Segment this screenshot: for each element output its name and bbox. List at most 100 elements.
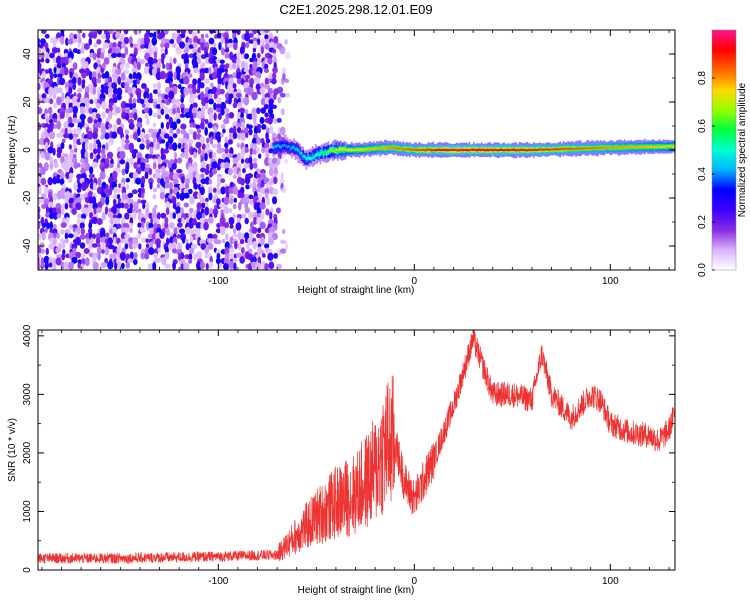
heatmap-ridge-cell [584, 147, 587, 150]
heatmap-noise-cell [88, 71, 93, 81]
heatmap-noise-cell [267, 87, 274, 96]
heatmap-noise-cell [267, 57, 273, 65]
heatmap-noise-cell [280, 248, 287, 254]
heatmap-noise-cell [196, 127, 202, 135]
heatmap-noise-cell [172, 172, 179, 181]
heatmap-noise-cell [152, 89, 159, 95]
heatmap-noise-cell [188, 73, 193, 79]
heatmap-noise-cell [220, 36, 224, 45]
heatmap-noise-cell [144, 252, 150, 260]
heatmap-noise-cell [75, 49, 82, 54]
heatmap-noise-cell [60, 222, 67, 228]
heatmap-noise-cell [199, 239, 206, 245]
heatmap-noise-cell [64, 238, 69, 244]
heatmap-noise-cell [119, 150, 126, 160]
heatmap-ridge-cell [441, 148, 444, 152]
heatmap-noise-cell [151, 233, 157, 241]
heatmap-noise-cell [140, 98, 145, 105]
heatmap-noise-cell [162, 63, 166, 69]
heatmap-noise-cell [44, 69, 49, 74]
heatmap-noise-cell [261, 123, 267, 130]
heatmap-noise-cell [224, 107, 230, 113]
heatmap-ridge-cell [498, 148, 500, 152]
heatmap-noise-cell [88, 203, 92, 211]
heatmap-noise-cell [232, 72, 238, 79]
heatmap-noise-cell [220, 47, 226, 56]
heatmap-ridge-cell [499, 148, 502, 152]
heatmap-noise-cell [191, 93, 198, 99]
heatmap-noise-cell [257, 123, 262, 129]
heatmap-noise-cell [73, 192, 77, 201]
heatmap-ridge-cell [634, 146, 637, 149]
heatmap-ridge-cell [617, 146, 620, 149]
heatmap-ridge-cell [344, 148, 347, 151]
heatmap-noise-cell [143, 91, 150, 100]
heatmap-ridge-cell [307, 156, 309, 160]
heatmap-noise-cell [107, 92, 114, 98]
heatmap-noise-cell [285, 92, 291, 98]
heatmap-noise-cell [277, 96, 282, 104]
heatmap-noise-cell [103, 42, 110, 49]
heatmap-ridge-cell [313, 155, 315, 159]
heatmap-ridge-cell [641, 146, 643, 149]
heatmap-noise-cell [176, 234, 181, 239]
heatmap-noise-cell [144, 133, 150, 140]
heatmap-noise-cell [72, 82, 77, 91]
heatmap-noise-cell [232, 42, 238, 51]
heatmap-noise-cell [77, 87, 83, 93]
heatmap-ridge-cell [595, 146, 598, 150]
heatmap-ridge-cell [368, 147, 370, 151]
heatmap-noise-cell [137, 222, 142, 228]
heatmap-noise-cell [268, 157, 273, 165]
heatmap-ridge-cell [379, 146, 381, 150]
heatmap-ridge-cell [537, 148, 540, 151]
heatmap-noise-cell [267, 107, 274, 115]
heatmap-noise-cell [89, 177, 94, 184]
heatmap-noise-cell [113, 186, 118, 194]
heatmap-noise-cell [208, 207, 214, 216]
heatmap-noise-cell [104, 247, 110, 256]
heatmap-ridge-cell [510, 148, 513, 151]
heatmap-noise-cell [48, 131, 56, 140]
heatmap-noise-cell [209, 136, 214, 145]
heatmap-noise-cell [271, 48, 277, 54]
heatmap-y-axis-label: Frequency (Hz) [7, 116, 18, 185]
heatmap-noise-cell [81, 72, 87, 79]
heatmap-noise-cell [199, 186, 205, 196]
heatmap-noise-cell [38, 212, 41, 220]
heatmap-noise-cell [249, 33, 254, 39]
heatmap-noise-cell [140, 199, 147, 204]
heatmap-ridge-cell [664, 145, 667, 148]
heatmap-noise-cell [220, 147, 225, 153]
heatmap-ridge-cell [388, 146, 391, 149]
heatmap-ridge-cell [612, 146, 615, 149]
heatmap-ridge-cell [272, 146, 275, 149]
heatmap-noise-cell [107, 86, 113, 95]
heatmap-noise-cell [38, 122, 42, 131]
heatmap-noise-cell [279, 179, 286, 185]
heatmap-noise-cell [240, 178, 245, 186]
heatmap-noise-cell [71, 256, 78, 264]
heatmap-noise-cell [207, 186, 213, 196]
heatmap-ridge-cell [587, 147, 590, 149]
heatmap-noise-cell [101, 192, 107, 199]
snr-y-tick-label: 3000 [22, 383, 33, 406]
heatmap-noise-cell [218, 203, 226, 208]
heatmap-noise-cell [212, 55, 218, 65]
heatmap-noise-cell [126, 208, 134, 214]
heatmap-noise-cell [273, 252, 278, 259]
heatmap-noise-cell [128, 122, 135, 130]
heatmap-noise-cell [112, 97, 118, 104]
heatmap-ridge-cell [322, 152, 325, 155]
heatmap-noise-cell [188, 97, 195, 104]
heatmap-noise-cell [44, 262, 49, 270]
heatmap-noise-cell [65, 216, 70, 225]
heatmap-noise-cell [147, 154, 153, 159]
heatmap-noise-cell [100, 88, 106, 94]
heatmap-noise-cell [68, 172, 74, 179]
heatmap-ridge-cell [404, 148, 406, 151]
heatmap-ridge-cell [598, 146, 601, 149]
heatmap-noise-cell [245, 42, 250, 49]
heatmap-noise-cell [64, 228, 71, 234]
heatmap-ridge-cell [335, 147, 337, 151]
